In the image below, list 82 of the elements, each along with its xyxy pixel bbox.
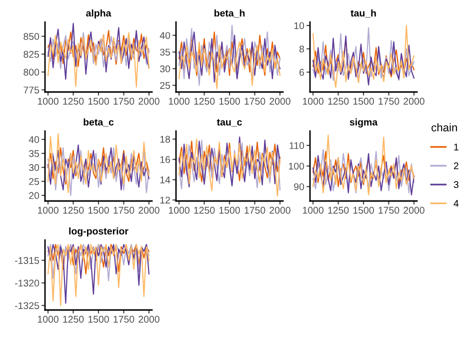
x-tick-label: 1500 [88, 206, 109, 214]
y-tick-label: 8 [299, 46, 304, 52]
x-tick-label: 1750 [114, 316, 134, 323]
line-series [178, 24, 281, 86]
y-tick-label: 40 [160, 32, 170, 39]
x-tick-label: 1000 [302, 98, 324, 105]
x-tick-label: 2000 [404, 206, 424, 214]
line-series [312, 134, 415, 196]
x-tick-label: 2000 [138, 316, 160, 323]
line-series [47, 147, 150, 196]
chart-title: beta_c [84, 118, 114, 127]
x-tick-label: 1250 [194, 98, 215, 105]
x-tick-label: 1750 [114, 206, 134, 214]
y-tick-label: 18 [160, 136, 170, 143]
x-tick-label: 1000 [168, 98, 190, 105]
chart-title: alpha [86, 9, 112, 18]
line-series [178, 41, 281, 90]
legend-label: 4 [454, 200, 459, 207]
y-tick-label: 16 [160, 156, 170, 164]
line-series [47, 144, 150, 190]
y-tick-label: 90 [294, 183, 304, 190]
y-tick-label: 20 [29, 192, 40, 200]
chart-title: log-posterior [69, 227, 128, 237]
y-tick-label: 110 [290, 142, 304, 150]
y-tick-label: -1320 [15, 280, 40, 287]
y-tick-label: 35 [160, 48, 170, 56]
y-tick-label: 775 [24, 86, 40, 94]
line-series [312, 35, 415, 86]
x-tick-label: 1750 [244, 98, 266, 105]
x-tick-label: 1250 [328, 206, 349, 214]
line-series [47, 22, 150, 80]
x-tick-label: 1000 [38, 316, 58, 323]
x-tick-label: 1750 [114, 98, 134, 105]
x-tick-label: 1000 [38, 206, 58, 214]
x-tick-label: 2000 [138, 98, 160, 105]
legend-title: chain [432, 123, 457, 132]
x-tick-label: 2000 [138, 206, 160, 214]
y-tick-label: 850 [24, 33, 40, 40]
x-tick-label: 1250 [63, 316, 84, 323]
y-tick-label: -1325 [15, 302, 40, 310]
chart-title: tau_c [216, 119, 242, 127]
line-series [47, 133, 150, 194]
y-tick-label: -1315 [15, 257, 40, 264]
x-tick-label: 1500 [88, 98, 109, 105]
y-tick-label: 30 [29, 164, 40, 172]
x-tick-label: 1000 [38, 98, 58, 105]
y-tick-label: 30 [160, 65, 170, 72]
x-tick-label: 1250 [328, 98, 349, 105]
x-tick-label: 1000 [168, 206, 190, 214]
y-tick-label: 25 [29, 178, 40, 186]
legend-label: 2 [454, 162, 458, 170]
x-tick-label: 1750 [378, 98, 400, 105]
x-tick-label: 1750 [378, 206, 400, 214]
x-tick-label: 2000 [404, 98, 424, 105]
y-tick-label: 25 [160, 82, 170, 89]
x-tick-label: 2000 [270, 98, 290, 105]
y-tick-label: 100 [288, 162, 304, 170]
x-tick-label: 1250 [194, 206, 215, 214]
chart-title: beta_h [214, 9, 245, 18]
chart-title: sigma [350, 118, 378, 128]
line-series [47, 32, 150, 88]
y-tick-label: 14 [160, 176, 170, 184]
x-tick-label: 1500 [219, 98, 240, 105]
y-tick-label: 10 [294, 22, 304, 30]
y-tick-label: 35 [29, 150, 40, 158]
y-tick-label: 825 [24, 50, 40, 58]
x-tick-label: 1250 [63, 98, 84, 105]
x-tick-label: 1000 [302, 206, 324, 214]
y-tick-label: 40 [28, 136, 40, 144]
y-tick-label: 800 [24, 68, 40, 76]
y-tick-label: 6 [300, 68, 304, 76]
chart-title: tau_h [350, 9, 376, 18]
x-tick-label: 1500 [353, 206, 374, 214]
legend-label: 1 [454, 144, 458, 150]
x-tick-label: 2000 [270, 206, 290, 214]
legend-label: 3 [454, 181, 458, 188]
x-tick-label: 1250 [63, 206, 84, 214]
x-tick-label: 1500 [219, 206, 240, 214]
x-tick-label: 1750 [244, 206, 266, 214]
x-tick-label: 1500 [88, 316, 109, 323]
y-tick-label: 12 [160, 196, 170, 204]
x-tick-label: 1500 [353, 98, 374, 105]
